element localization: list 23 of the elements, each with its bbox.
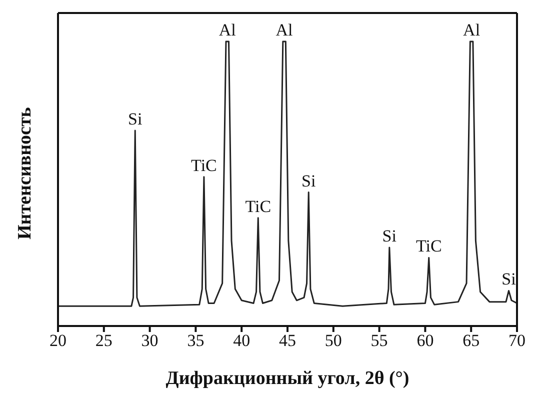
annotation: TiC: [191, 156, 217, 175]
x-tick-label: 50: [324, 331, 342, 350]
annotation: Al: [276, 20, 294, 40]
annotation: Si: [382, 226, 397, 246]
annotation: Al: [463, 20, 480, 40]
annotation: TiC: [416, 236, 442, 256]
x-tick-label: 25: [95, 331, 112, 350]
x-axis-title: Дифракционный угол, 2θ (°): [166, 368, 410, 389]
x-tick-label: 30: [141, 331, 158, 350]
annotation: Si: [302, 171, 316, 190]
x-tick-label: 55: [370, 331, 388, 350]
x-tick-label: 70: [508, 331, 526, 350]
annotation: Si: [502, 270, 516, 289]
annotation: TiC: [245, 196, 272, 216]
x-tick-label: 45: [279, 331, 296, 350]
x-tick-label: 40: [233, 331, 250, 350]
x-tick-label: 20: [50, 331, 66, 350]
x-tick-label: 35: [187, 331, 204, 350]
annotation: Si: [128, 110, 142, 129]
x-tick-label: 65: [462, 331, 480, 350]
annotation: Al: [218, 20, 236, 40]
x-tick-label: 60: [416, 331, 434, 350]
y-axis-title: Интенсивность: [14, 107, 36, 240]
